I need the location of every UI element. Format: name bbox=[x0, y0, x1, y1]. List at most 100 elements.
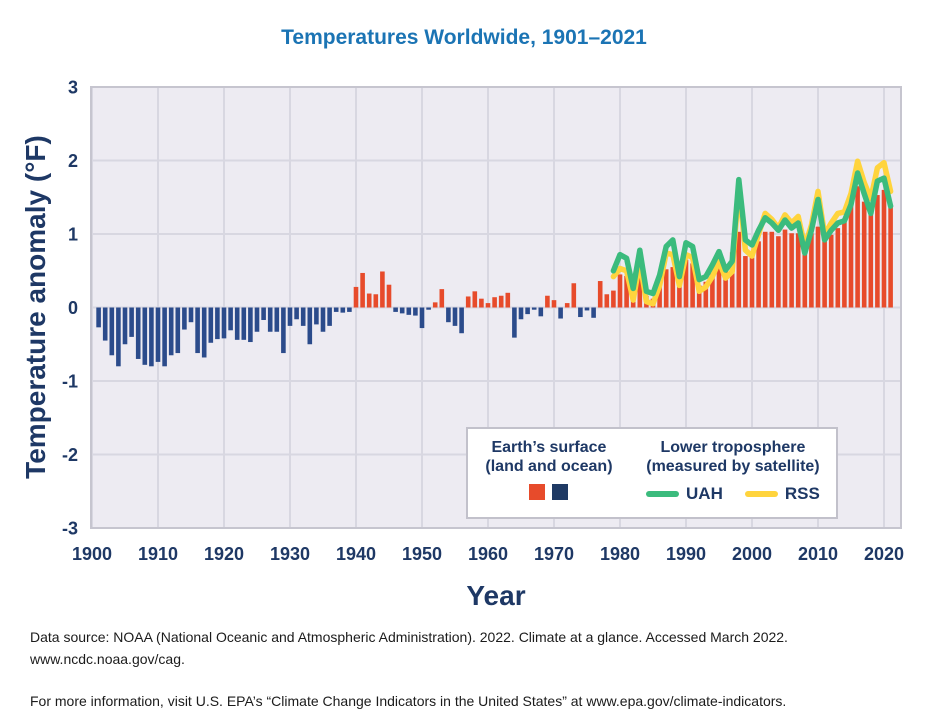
bar-2008 bbox=[802, 245, 808, 308]
bar-1974 bbox=[578, 307, 583, 318]
bar-1912 bbox=[168, 307, 174, 356]
bar-1905 bbox=[122, 307, 128, 345]
bar-2013 bbox=[835, 228, 841, 308]
bar-1965 bbox=[518, 307, 524, 320]
bar-1986 bbox=[657, 286, 662, 308]
x-tick-label-1990: 1990 bbox=[666, 544, 706, 564]
bar-2005 bbox=[782, 229, 788, 308]
bar-1976 bbox=[591, 307, 596, 318]
bar-1966 bbox=[525, 307, 530, 315]
bar-1950 bbox=[419, 307, 425, 329]
data-source-line2: www.ncdc.noaa.gov/cag. bbox=[30, 651, 185, 667]
bar-1901 bbox=[96, 307, 101, 328]
x-tick-label-1970: 1970 bbox=[534, 544, 574, 564]
y-tick-label-3: 3 bbox=[68, 78, 78, 98]
y-tick-label-2: 2 bbox=[68, 151, 78, 171]
y-tick-label-0: 0 bbox=[68, 298, 78, 318]
bar-1997 bbox=[729, 252, 735, 308]
bar-1960 bbox=[485, 303, 491, 308]
bar-1962 bbox=[498, 295, 504, 308]
bar-1931 bbox=[294, 307, 299, 320]
bar-1927 bbox=[267, 307, 273, 332]
bar-1989 bbox=[677, 281, 682, 308]
bar-1938 bbox=[340, 307, 346, 313]
bar-1917 bbox=[201, 307, 207, 358]
bar-2007 bbox=[795, 233, 801, 308]
bar-1977 bbox=[597, 281, 603, 308]
bar-1987 bbox=[663, 269, 669, 308]
bar-1914 bbox=[182, 307, 187, 330]
bar-1925 bbox=[254, 307, 260, 332]
bar-1954 bbox=[446, 307, 451, 323]
bar-1902 bbox=[102, 307, 108, 341]
bar-2020 bbox=[881, 189, 887, 308]
x-tick-label-2020: 2020 bbox=[864, 544, 904, 564]
x-tick-label-1920: 1920 bbox=[204, 544, 244, 564]
x-tick-label-1950: 1950 bbox=[402, 544, 442, 564]
bar-1983 bbox=[637, 270, 643, 308]
bar-1918 bbox=[208, 307, 214, 343]
rss-line-swatch bbox=[744, 491, 778, 497]
bar-1922 bbox=[234, 307, 240, 340]
bar-1969 bbox=[545, 295, 550, 308]
bar-1972 bbox=[564, 303, 570, 308]
bar-1958 bbox=[472, 291, 478, 308]
bar-1915 bbox=[188, 307, 194, 323]
bar-1955 bbox=[452, 307, 458, 326]
data-source-note: Data source: NOAA (National Oceanic and … bbox=[30, 626, 910, 670]
bar-2000 bbox=[749, 257, 755, 308]
legend-surface-group: Earth’s surface (land and ocean) bbox=[468, 429, 630, 517]
bar-1921 bbox=[228, 307, 233, 331]
bar-1923 bbox=[241, 307, 247, 340]
legend-surface-title: Earth’s surface bbox=[491, 439, 607, 456]
bar-1933 bbox=[307, 307, 313, 345]
plot-area: 3 2 1 0 -1 -2 -3 1900 1910 1920 1930 1940 1950 1960 19… bbox=[62, 78, 904, 565]
chart-title: Temperatures Worldwide, 1901–2021 bbox=[281, 26, 647, 49]
bar-1932 bbox=[300, 307, 306, 326]
bar-1919 bbox=[215, 307, 220, 340]
bar-1929 bbox=[281, 307, 286, 354]
bar-1978 bbox=[604, 294, 610, 308]
y-tick-label--3: -3 bbox=[62, 519, 78, 539]
bar-1956 bbox=[459, 307, 464, 334]
x-tick-label-2000: 2000 bbox=[732, 544, 772, 564]
bar-1940 bbox=[353, 286, 359, 308]
x-tick-label-1960: 1960 bbox=[468, 544, 508, 564]
bar-1904 bbox=[116, 307, 121, 367]
bar-1943 bbox=[373, 294, 379, 308]
bar-1981 bbox=[624, 275, 629, 308]
bar-1980 bbox=[617, 274, 623, 308]
bar-1973 bbox=[571, 283, 577, 308]
bar-2017 bbox=[861, 201, 867, 308]
uah-line bbox=[610, 170, 894, 297]
uah-line-swatch bbox=[646, 491, 680, 497]
x-tick-label-1980: 1980 bbox=[600, 544, 640, 564]
bar-1971 bbox=[558, 307, 563, 319]
bar-2019 bbox=[875, 195, 880, 308]
bar-2009 bbox=[809, 233, 814, 308]
bar-1928 bbox=[274, 307, 280, 332]
bar-1951 bbox=[426, 307, 431, 310]
x-tick-label-1930: 1930 bbox=[270, 544, 310, 564]
bar-1913 bbox=[175, 307, 181, 354]
bar-1994 bbox=[710, 272, 715, 308]
bar-1930 bbox=[287, 307, 293, 326]
uah-label: UAH bbox=[686, 484, 723, 503]
bar-1948 bbox=[406, 307, 412, 315]
x-tick-label-1910: 1910 bbox=[138, 544, 178, 564]
bar-1946 bbox=[393, 307, 398, 312]
bar-1916 bbox=[195, 307, 200, 354]
x-tick-label-1940: 1940 bbox=[336, 544, 376, 564]
bar-1906 bbox=[129, 307, 134, 337]
more-info-note: For more information, visit U.S. EPA’s “… bbox=[30, 693, 787, 709]
bar-1952 bbox=[432, 302, 438, 308]
x-tick-label-2010: 2010 bbox=[798, 544, 838, 564]
bar-1993 bbox=[703, 281, 709, 308]
bar-1979 bbox=[611, 290, 616, 308]
bar-1941 bbox=[360, 272, 365, 308]
bar-2016 bbox=[855, 186, 860, 308]
legend-surface-swatches bbox=[529, 484, 569, 500]
legend: Earth’s surface (land and ocean) Lower t… bbox=[466, 427, 838, 519]
bar-1936 bbox=[327, 307, 332, 326]
